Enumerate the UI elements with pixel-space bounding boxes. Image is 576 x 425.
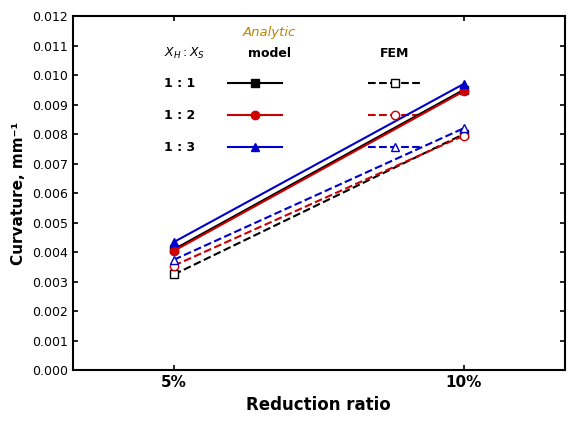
- Text: 1 : 3: 1 : 3: [164, 141, 195, 154]
- X-axis label: Reduction ratio: Reduction ratio: [247, 396, 391, 414]
- Text: model: model: [248, 47, 291, 60]
- Text: $X_H : X_S$: $X_H : X_S$: [164, 46, 204, 61]
- Text: Analytic: Analytic: [243, 26, 296, 39]
- Text: 1 : 2: 1 : 2: [164, 109, 195, 122]
- Y-axis label: Curvature, mm⁻¹: Curvature, mm⁻¹: [11, 122, 26, 265]
- Text: 1 : 1: 1 : 1: [164, 77, 195, 90]
- Text: FEM: FEM: [380, 47, 410, 60]
